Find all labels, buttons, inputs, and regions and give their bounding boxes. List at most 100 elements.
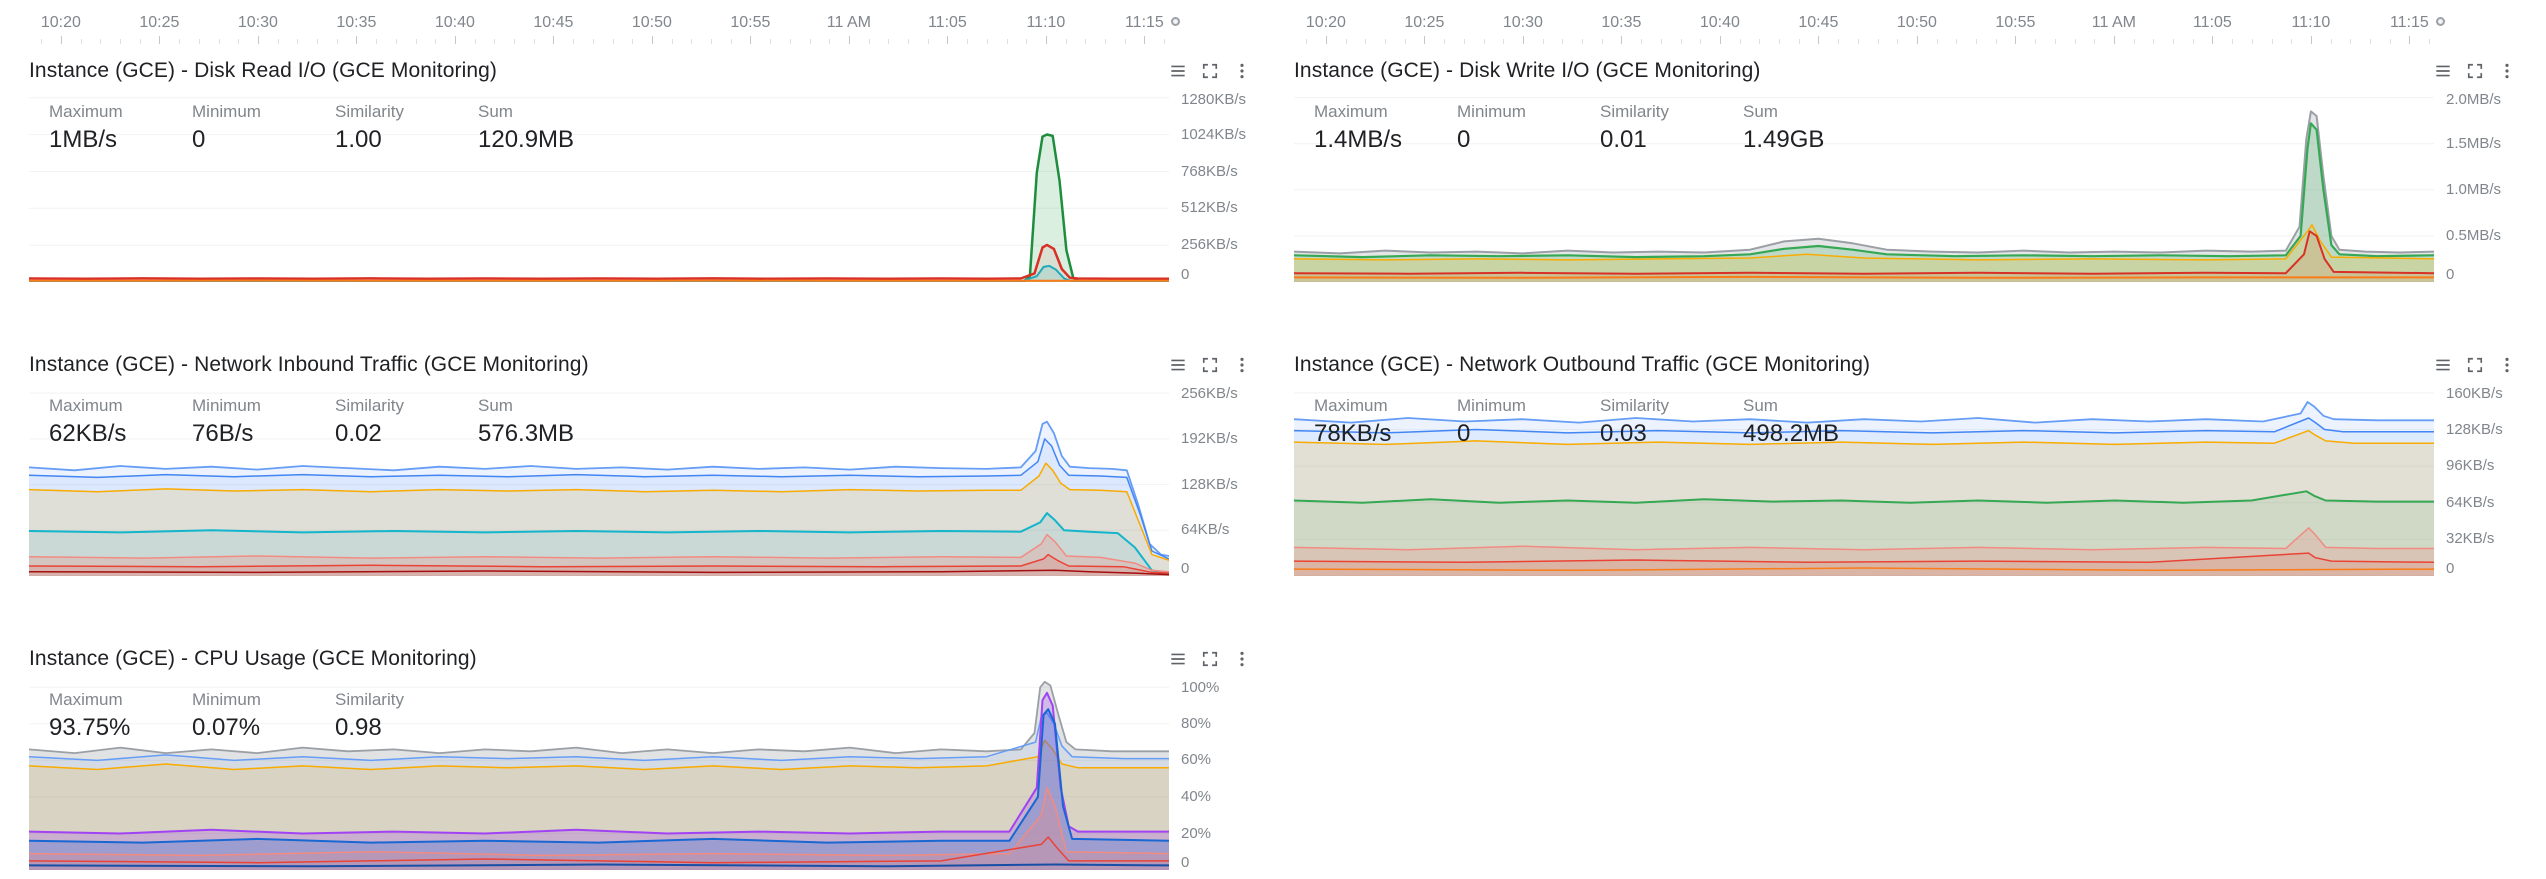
fullscreen-icon[interactable] (2465, 355, 2485, 375)
time-axis-tick (927, 39, 929, 44)
time-axis-tick (868, 39, 870, 44)
series-area (29, 712, 1169, 870)
chart-canvas[interactable] (29, 386, 1169, 576)
time-axis-tick (1956, 39, 1958, 44)
time-tick-label: 10:35 (1601, 14, 1642, 31)
y-axis: 1280KB/s 1024KB/s 768KB/s 512KB/s 256KB/s 0 (1181, 92, 1269, 282)
chart-area: Maximum 62KB/s Minimum 76B/s Similarity 0.02 S… (29, 386, 1270, 576)
stat-value: 120.9MB (478, 126, 575, 153)
y-axis-label: 128KB/s (1181, 475, 1238, 493)
time-axis-tick (494, 39, 496, 44)
series-line (29, 512, 1169, 575)
time-axis-tick (100, 39, 102, 44)
time-axis-tick (1105, 39, 1106, 44)
chart-canvas[interactable] (1294, 92, 2434, 282)
time-axis-tick (1522, 36, 1524, 44)
stat-label: Minimum (192, 690, 261, 709)
time-tick-label: 11:05 (2192, 14, 2232, 31)
time-axis-tick (651, 36, 653, 44)
time-tick-label: 11:10 (2291, 14, 2331, 31)
chart-canvas[interactable] (29, 680, 1169, 870)
chart-canvas[interactable] (1294, 386, 2434, 576)
stat-value: 0 (1457, 420, 1471, 447)
stat-value: 78KB/s (1314, 420, 1392, 447)
time-axis-tick (691, 39, 693, 44)
more-options-icon[interactable] (1232, 649, 1252, 669)
stat-value: 0.02 (335, 420, 382, 447)
time-axis-tick (730, 39, 732, 44)
time-axis-tick (612, 39, 614, 44)
fullscreen-icon[interactable] (1200, 649, 1220, 669)
time-axis-tick (2251, 39, 2253, 44)
panel-title: Instance (GCE) - CPU Usage (GCE Monitori… (29, 647, 477, 670)
series-line (1294, 567, 2434, 572)
series-area (1294, 224, 2434, 282)
more-options-icon[interactable] (2497, 355, 2517, 375)
time-axis-tick (967, 39, 969, 44)
stat-value: 0 (1457, 126, 1471, 153)
time-axis-tick (1976, 39, 1977, 44)
series-area (29, 692, 1169, 870)
time-axis-handle-icon[interactable] (2436, 17, 2445, 26)
panel-title: Instance (GCE) - Network Outbound Traffi… (1294, 353, 1871, 376)
series-line (1294, 401, 2434, 424)
right-column: 10:20 10:25 10:30 10:35 10:40 10:45 10:50 10:55… (1294, 6, 2535, 870)
y-axis-label: 40% (1181, 787, 1212, 805)
time-axis-tick (1444, 39, 1446, 44)
time-axis-tick (1345, 39, 1347, 44)
y-axis-label: 160KB/s (2446, 385, 2503, 402)
time-axis-tick (770, 39, 772, 44)
time-axis-tick (809, 39, 811, 44)
more-options-icon[interactable] (1232, 61, 1252, 81)
time-axis-tick (2212, 36, 2214, 44)
time-axis-tick (376, 39, 378, 44)
time-tick-label: 11:15 (1124, 14, 1164, 31)
stat-label: Sum (478, 396, 513, 415)
fullscreen-icon[interactable] (1200, 355, 1220, 375)
time-axis-tick (139, 39, 141, 44)
more-options-icon[interactable] (1232, 355, 1252, 375)
time-axis-tick (533, 39, 535, 44)
series-area (1294, 527, 2434, 576)
series-area (29, 421, 1169, 576)
fullscreen-icon[interactable] (2465, 61, 2485, 81)
stat-similarity: Similarity 0.03 (1600, 396, 1743, 448)
series-line (1294, 275, 2434, 279)
stat-sum: Sum 1.49GB (1743, 102, 1824, 154)
stat-value: 1.00 (335, 126, 382, 153)
stats-row: Maximum 62KB/s Minimum 76B/s Similarity 0.02 S… (49, 396, 574, 448)
time-axis-tick (2409, 36, 2411, 44)
stat-similarity: Similarity 0.98 (335, 690, 404, 742)
more-options-icon[interactable] (2497, 61, 2517, 81)
legend-menu-icon[interactable] (1168, 649, 1188, 669)
stat-maximum: Maximum 78KB/s (1314, 396, 1457, 448)
panel-actions (1168, 649, 1252, 669)
time-axis-tick (336, 39, 338, 44)
y-axis: 160KB/s 128KB/s 96KB/s 64KB/s 32KB/s 0 (2446, 386, 2534, 576)
chart-canvas[interactable] (29, 92, 1169, 282)
series-line (29, 438, 1169, 560)
time-axis: 10:20 10:25 10:30 10:35 10:40 10:45 10:50 10:55… (29, 6, 1270, 50)
y-axis-label: 256KB/s (1181, 385, 1238, 402)
y-axis-label: 1.5MB/s (2446, 134, 2502, 152)
stats-row: Maximum 93.75% Minimum 0.07% Similarity 0.98 (49, 690, 404, 742)
time-axis-tick (80, 39, 82, 44)
legend-menu-icon[interactable] (2433, 61, 2453, 81)
series-area (29, 463, 1169, 576)
series-line (1294, 417, 2434, 434)
time-tick-label: 10:40 (434, 14, 475, 31)
time-axis-handle-icon[interactable] (1171, 17, 1180, 26)
time-axis-tick (632, 39, 634, 44)
time-tick-label: 10:50 (1896, 14, 1937, 31)
chart-area: Maximum 78KB/s Minimum 0 Similarity 0.03 Sum 49… (1294, 386, 2535, 576)
time-axis-tick (1085, 39, 1087, 44)
series-line (29, 533, 1169, 573)
legend-menu-icon[interactable] (1168, 61, 1188, 81)
y-axis-label: 2.0MB/s (2446, 91, 2502, 108)
time-axis-tick (908, 39, 909, 44)
fullscreen-icon[interactable] (1200, 61, 1220, 81)
legend-menu-icon[interactable] (1168, 355, 1188, 375)
legend-menu-icon[interactable] (2433, 355, 2453, 375)
time-axis-tick (986, 39, 988, 44)
stat-value: 62KB/s (49, 420, 127, 447)
